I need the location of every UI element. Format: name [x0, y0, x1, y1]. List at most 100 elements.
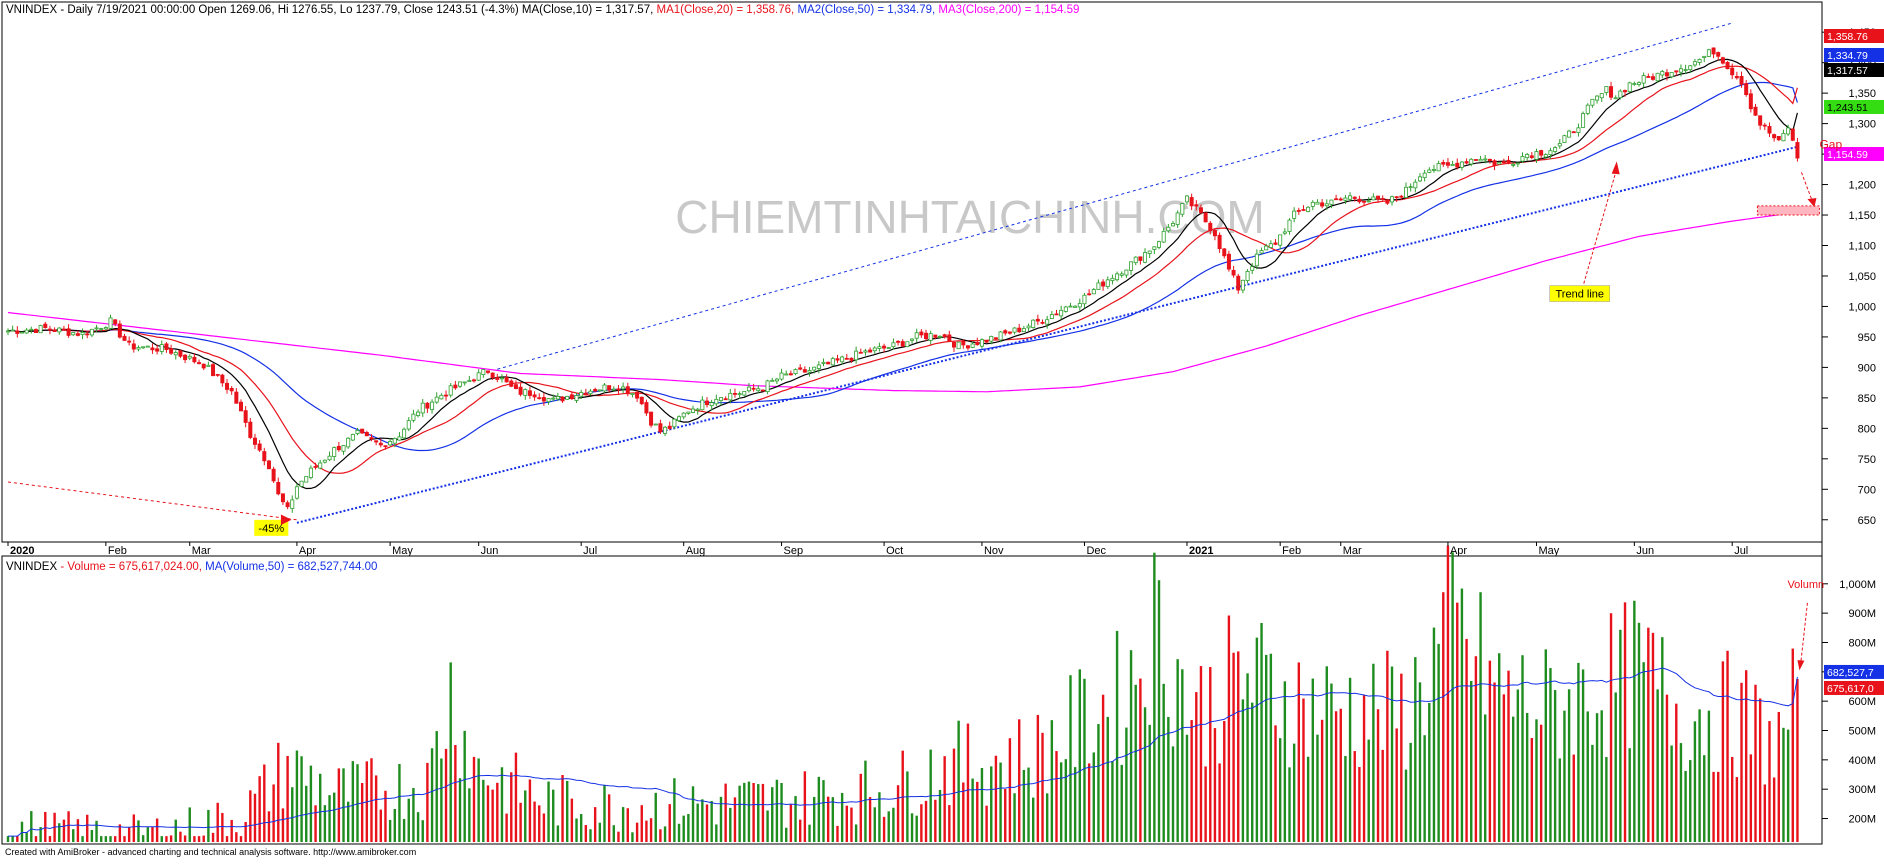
candle-body [1417, 176, 1422, 182]
volume-bar [1059, 762, 1063, 842]
volume-bar [1120, 764, 1123, 842]
volume-bar [277, 742, 280, 842]
volume-bar [1316, 734, 1319, 842]
volume-bar [729, 807, 732, 842]
candle-body [10, 329, 15, 332]
candle-body [430, 401, 435, 411]
volume-bar [1041, 732, 1044, 842]
candle-body [807, 370, 812, 373]
candle-body [560, 396, 565, 402]
volume-bar [155, 818, 159, 842]
volume-bar [1358, 767, 1361, 842]
volume-bar [463, 730, 466, 842]
candle-body [1320, 202, 1325, 207]
candle-body [1506, 159, 1511, 164]
candle-body [1534, 151, 1539, 160]
candle-body [886, 347, 891, 349]
volume-bar [1525, 712, 1529, 842]
trendline-decline [7, 481, 297, 521]
trendline-label-bg [1549, 285, 1611, 302]
volume-bar [864, 760, 867, 842]
volume-bar [1689, 760, 1692, 842]
volume-bar [668, 804, 671, 842]
volume-bar [281, 808, 285, 842]
candle-body [1040, 321, 1045, 324]
candle-body [905, 341, 910, 348]
volume-bar [211, 832, 215, 842]
volume-bar [384, 790, 387, 842]
candle-body [1143, 252, 1148, 263]
candle-body [854, 350, 859, 361]
volume-axis-label: 400M [1848, 755, 1876, 767]
volume-bar [407, 798, 410, 842]
candle-body [784, 373, 789, 376]
candle-body [150, 347, 155, 351]
price-header-ma3: MA3(Close,200) = 1,154.59 [938, 4, 1079, 16]
volume-bar [263, 764, 266, 842]
price-marker: 1,317.57 [1827, 65, 1868, 77]
candle-body [1683, 69, 1688, 71]
candle-body [835, 358, 840, 361]
volume-bar [1586, 711, 1589, 842]
volume-bar [878, 792, 881, 842]
volume-bar [1432, 627, 1436, 842]
volume-bar [39, 827, 42, 842]
candle-body [103, 327, 108, 330]
volume-bar [104, 836, 108, 842]
volume-bar [836, 825, 839, 842]
volume-bar [430, 748, 434, 842]
volume-bar [1670, 745, 1673, 842]
candle-body [751, 387, 756, 390]
candle-body [1408, 186, 1413, 189]
candle-body [1231, 269, 1236, 276]
volume-bar [1018, 719, 1021, 842]
candle-body [1525, 154, 1530, 159]
volume-bar [771, 787, 774, 842]
candle-body [1487, 158, 1492, 162]
candle-body [658, 423, 663, 433]
volume-bar [1493, 682, 1496, 842]
candle-body [732, 392, 737, 395]
volume-bar [1176, 659, 1179, 842]
volume-bar [1320, 719, 1324, 842]
candle-body [709, 402, 714, 407]
volume-bar [1577, 662, 1580, 842]
volume-bar [840, 792, 844, 842]
volume-bar [677, 823, 681, 842]
candle-body [136, 347, 141, 350]
candle-body [1441, 161, 1446, 165]
candle-body [546, 398, 551, 403]
candle-body [1576, 127, 1581, 133]
candle-body [621, 386, 626, 390]
candle-body [1310, 201, 1315, 207]
volume-bar [1348, 677, 1352, 842]
volume-bar [715, 824, 718, 842]
volume-bar [957, 720, 960, 842]
volume-bar [1544, 649, 1547, 842]
candle-body [1147, 250, 1152, 254]
volume-bar [589, 829, 592, 842]
volume-bar [743, 782, 746, 842]
volume-bar [1679, 743, 1683, 842]
candle-body [779, 372, 784, 380]
candle-body [1557, 143, 1562, 147]
candle-body [1301, 209, 1306, 211]
volume-bar [1148, 724, 1151, 842]
candle-body [1212, 230, 1217, 237]
candle-body [444, 394, 449, 397]
volume-bar [985, 805, 988, 842]
volume-bar [901, 750, 904, 842]
candle-body [1366, 200, 1371, 203]
volume-bar [1064, 759, 1068, 842]
candle-body [238, 401, 243, 412]
candle-body [280, 493, 285, 503]
candle-body [1655, 72, 1660, 82]
volume-bar [393, 808, 396, 842]
volume-bar [920, 804, 923, 842]
volume-bar [1376, 709, 1380, 842]
volume-bar [1707, 710, 1711, 842]
volume-bar [6, 836, 10, 842]
volume-bar [48, 836, 52, 842]
candle-body [723, 398, 728, 401]
candle-body [1520, 156, 1525, 162]
